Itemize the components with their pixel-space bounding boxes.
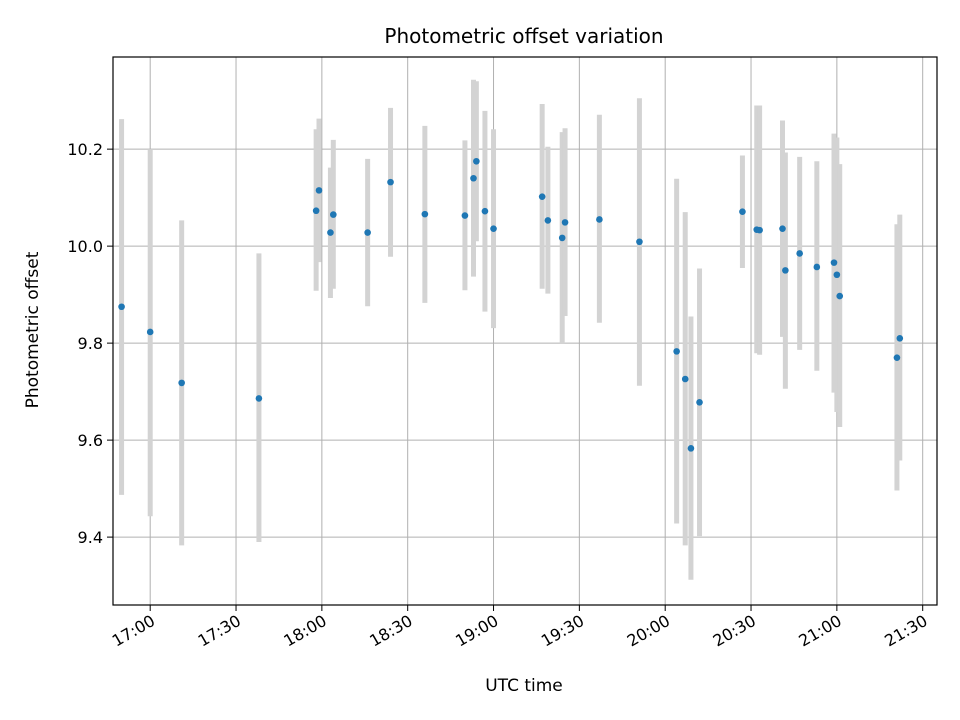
data-point: [327, 229, 334, 236]
chart-title: Photometric offset variation: [384, 24, 663, 48]
data-point: [673, 348, 680, 355]
data-point: [118, 303, 125, 311]
data-points: [118, 157, 904, 452]
data-point: [782, 267, 789, 274]
data-point: [544, 217, 552, 224]
data-point: [687, 445, 695, 452]
data-point: [470, 174, 477, 182]
data-point: [178, 379, 185, 387]
data-point: [315, 187, 323, 194]
y-axis-title: Photometric offset: [23, 251, 43, 408]
data-point: [636, 238, 643, 246]
data-point: [561, 219, 569, 226]
x-axis-title: UTC time: [485, 676, 563, 696]
data-point: [756, 226, 763, 234]
data-point: [813, 263, 821, 271]
data-point: [473, 157, 480, 165]
data-point: [681, 375, 689, 383]
data-point: [255, 395, 263, 402]
data-point: [558, 234, 566, 242]
data-point: [739, 208, 746, 216]
data-point: [146, 328, 154, 336]
data-point: [833, 271, 841, 279]
data-point: [836, 292, 844, 300]
data-point: [596, 216, 603, 223]
y-tick-label: 9.6: [78, 431, 103, 450]
y-tick-label: 10.2: [67, 140, 103, 159]
data-point: [461, 212, 469, 219]
data-point: [312, 207, 320, 215]
data-point: [830, 259, 838, 266]
data-point: [779, 225, 786, 232]
data-point: [481, 207, 489, 215]
data-point: [893, 354, 901, 361]
y-tick-label: 9.8: [78, 334, 103, 353]
data-point: [896, 334, 904, 342]
data-point: [387, 178, 394, 186]
data-point: [364, 229, 371, 236]
y-tick-label: 10.0: [67, 237, 103, 256]
data-point: [490, 225, 497, 232]
y-axis: 9.4 9.6 9.8 10.0 10.2: [67, 140, 113, 547]
plot-frame: [112, 56, 938, 606]
data-point: [421, 210, 429, 218]
data-point: [538, 193, 546, 200]
y-tick-label: 9.4: [78, 528, 103, 547]
data-point: [796, 250, 803, 257]
data-point: [696, 398, 703, 406]
data-point: [330, 211, 337, 218]
